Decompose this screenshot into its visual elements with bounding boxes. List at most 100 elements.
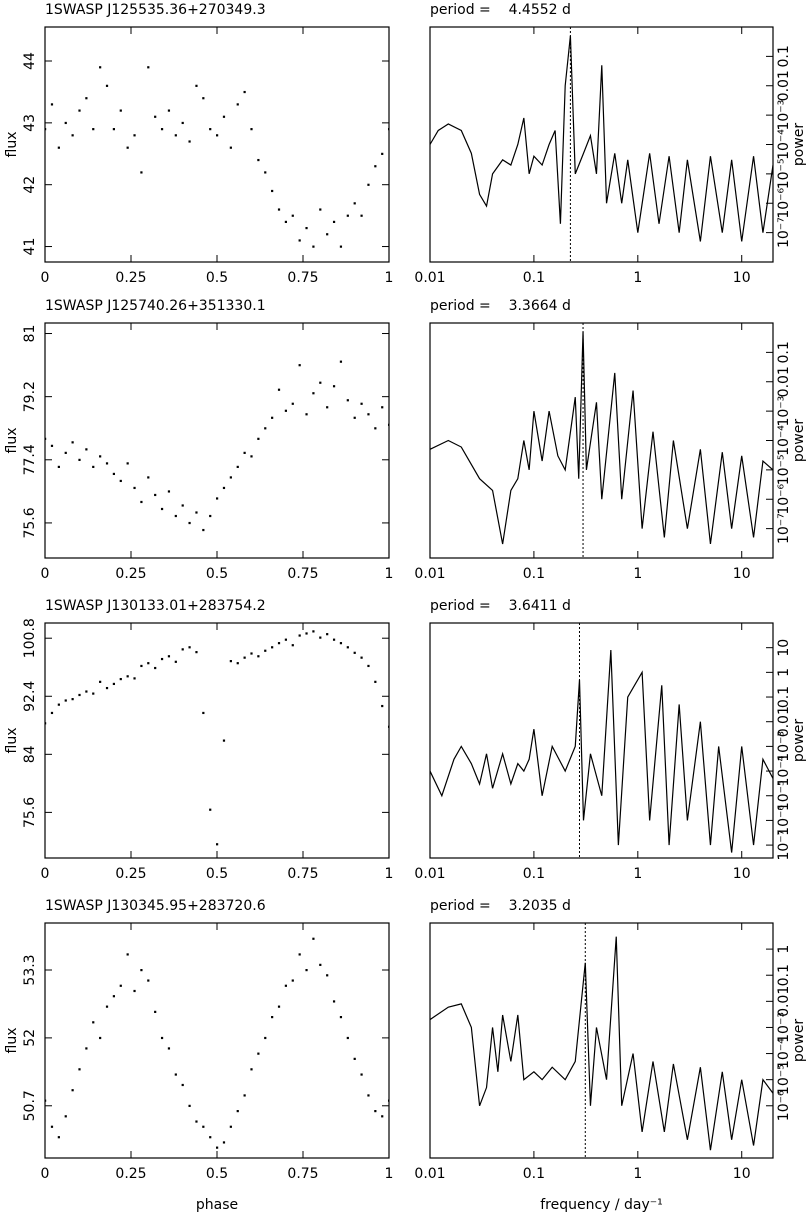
data-point [339,360,343,363]
panel-title: period = 3.6411 d [430,598,571,614]
data-point [140,664,143,668]
data-point [209,1136,212,1139]
data-point [202,711,205,715]
y-tick-label: 10⁻⁵ [776,1064,792,1095]
data-point [195,651,198,654]
data-point [222,739,226,742]
data-point [216,843,219,846]
data-point [381,152,384,155]
plot-area [430,27,773,262]
x-tick-label: 0.25 [115,866,146,882]
data-point [291,644,294,647]
data-point [236,465,239,469]
y-tick-label: 79.2 [22,381,38,412]
data-point [326,974,329,977]
data-point [167,1047,171,1050]
data-point [257,158,260,162]
plot-area [430,323,773,558]
data-point [332,1000,336,1003]
data-point [119,677,122,681]
data-point [188,646,191,649]
data-point [126,462,129,465]
data-point [99,455,102,458]
x-tick-label: 0.01 [414,1166,445,1182]
data-point [147,662,150,665]
power-spectrum [430,331,773,545]
data-point [243,656,246,659]
data-point [202,528,205,532]
x-tick-label: 0.01 [414,270,445,286]
y-tick-label: 0.01 [776,70,792,101]
panel-title: 1SWASP J130345.95+283720.6 [45,898,266,914]
panel-title: 1SWASP J125740.26+351330.1 [45,298,266,314]
y-tick-label: 10⁻³ [776,396,792,427]
data-point [298,239,301,242]
data-point [339,642,343,645]
data-point [92,1021,95,1024]
panel-title: period = 4.4552 d [430,2,571,18]
data-point [222,115,226,118]
y-tick-label: 50.7 [22,1090,38,1121]
data-point [160,128,164,131]
data-point [381,704,384,708]
data-point [85,448,88,451]
data-point [271,1016,274,1019]
data-point [64,451,67,454]
data-point [312,630,315,633]
data-point [78,458,81,461]
data-point [243,1094,246,1097]
y-tick-label: 100.8 [22,618,38,658]
data-point [326,633,329,636]
data-point [381,1115,384,1118]
y-axis-label: power [791,719,807,763]
data-point [126,146,129,149]
data-point [243,451,246,454]
data-point [181,504,184,507]
x-tick-label: 0.75 [287,866,318,882]
data-point [326,233,329,236]
data-point [147,476,150,479]
x-tick-label: 0.25 [115,566,146,582]
data-point [174,514,177,518]
x-tick-label: 0.75 [287,1166,318,1182]
data-point [353,416,356,419]
data-point [374,165,377,168]
x-tick-label: 0.1 [523,1166,545,1182]
data-point [374,1110,377,1113]
data-point [50,444,54,447]
data-point [374,680,377,683]
data-point [119,109,122,112]
data-point [57,146,60,149]
data-point [332,220,336,224]
x-tick-label: 0.25 [115,1166,146,1182]
y-axis-label: power [791,419,807,463]
data-point [250,1068,253,1071]
x-tick-label: 0.5 [206,270,228,286]
y-tick-label: 75.6 [22,507,38,538]
data-point [140,969,143,972]
data-point [167,109,171,112]
data-point [264,171,267,174]
data-point [154,1010,157,1013]
data-point [112,682,115,686]
data-point [312,245,315,248]
x-axis-label: frequency / day⁻¹ [540,1197,663,1213]
y-tick-label: 10⁻⁶ [776,805,792,836]
data-point [346,214,349,217]
data-point [360,656,363,659]
y-tick-label: 0.1 [776,45,792,67]
panel-frame [44,26,390,263]
data-point [71,698,74,701]
data-point [353,202,356,205]
y-tick-label: 0.01 [776,706,792,737]
y-tick-label: 0.1 [776,341,792,363]
data-point [367,664,370,668]
data-point [64,1115,67,1118]
data-point [305,969,308,972]
data-point [381,406,384,409]
y-tick-label: 92.4 [22,681,38,712]
data-point [119,479,122,483]
data-point [326,406,329,409]
data-point [367,1094,370,1097]
data-point [236,103,239,106]
